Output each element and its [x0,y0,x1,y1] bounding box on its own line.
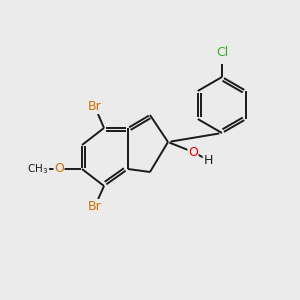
Text: H: H [203,154,213,166]
Text: CH$_3$: CH$_3$ [27,162,49,176]
Text: O: O [188,146,198,158]
Text: Br: Br [88,100,102,113]
Text: O: O [54,163,64,176]
Text: Br: Br [88,200,102,212]
Text: Cl: Cl [216,46,228,59]
